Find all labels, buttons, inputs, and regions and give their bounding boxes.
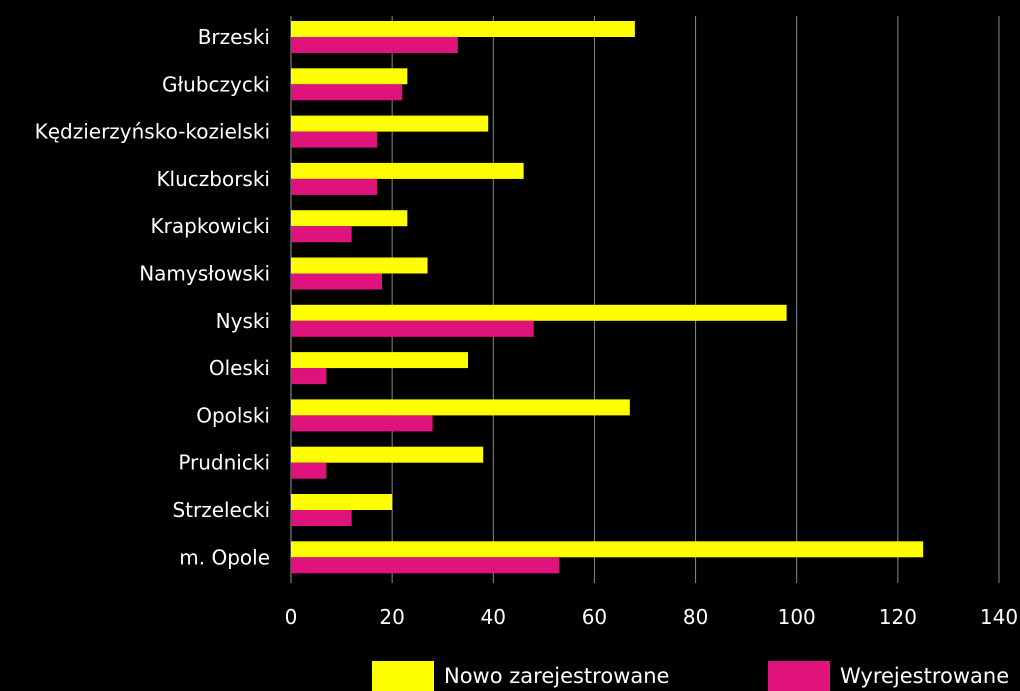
x-tick-label: 40 [481, 605, 506, 629]
category-label: Brzeski [198, 25, 270, 49]
category-labels: Brzeski Głubczycki Kędzierzyńsko-kozielski… [35, 25, 270, 569]
bar-series-1 [291, 68, 408, 85]
legend-swatch-series-1 [372, 661, 434, 691]
bar-series-1 [291, 541, 924, 558]
category-label: Głubczycki [162, 72, 270, 96]
category-label: Kluczborski [156, 167, 270, 191]
x-tick-label: 100 [778, 605, 816, 629]
legend-swatch-series-2 [768, 661, 830, 691]
bar-series-2 [291, 320, 534, 337]
bar-series-1 [291, 162, 524, 179]
bar-series-2 [291, 84, 403, 101]
bar-series-2 [291, 37, 458, 53]
bar-series-1 [291, 352, 468, 369]
bar-series-1 [291, 210, 408, 227]
category-label: Strzelecki [172, 498, 270, 522]
x-tick-label: 120 [879, 605, 917, 629]
bar-series-1 [291, 494, 393, 510]
bar-series-2 [291, 557, 560, 574]
bar-series-1 [291, 257, 428, 274]
x-tick-label: 140 [980, 605, 1018, 629]
bar-series-1 [291, 115, 489, 132]
bar-series-2 [291, 273, 383, 290]
x-tick-label: 80 [683, 605, 708, 629]
gridlines [290, 16, 1000, 583]
bar-series-2 [291, 415, 433, 432]
legend-label-series-1: Nowo zarejestrowane [444, 664, 670, 688]
bar-series-2 [291, 368, 327, 385]
bar-series-1 [291, 21, 635, 37]
bar-series-1 [291, 399, 630, 416]
bar-series-2 [291, 462, 327, 479]
x-tick-label: 0 [285, 605, 298, 629]
x-tick-label: 60 [582, 605, 607, 629]
bars [291, 21, 924, 574]
bar-series-2 [291, 131, 377, 148]
category-label: Oleski [209, 356, 270, 380]
legend-label-series-2: Wyrejestrowane [840, 664, 1010, 688]
category-label: Opolski [196, 403, 270, 427]
bar-series-2 [291, 510, 352, 526]
legend-item-series-2: Wyrejestrowane [768, 661, 1009, 691]
category-label: Nyski [216, 309, 270, 333]
category-label: m. Opole [179, 545, 270, 569]
category-label: Kędzierzyńsko-kozielski [35, 120, 270, 144]
category-label: Krapkowicki [151, 214, 270, 238]
category-label: Prudnicki [178, 451, 270, 475]
bar-series-2 [291, 226, 352, 243]
category-label: Namysłowski [139, 262, 270, 286]
bar-series-2 [291, 178, 377, 195]
bar-series-1 [291, 304, 787, 321]
bar-series-1 [291, 446, 484, 463]
x-tick-labels: 0 20 40 60 80 100 120 140 [285, 605, 1018, 629]
x-tick-label: 20 [379, 605, 404, 629]
legend-item-series-1: Nowo zarejestrowane [372, 661, 669, 691]
